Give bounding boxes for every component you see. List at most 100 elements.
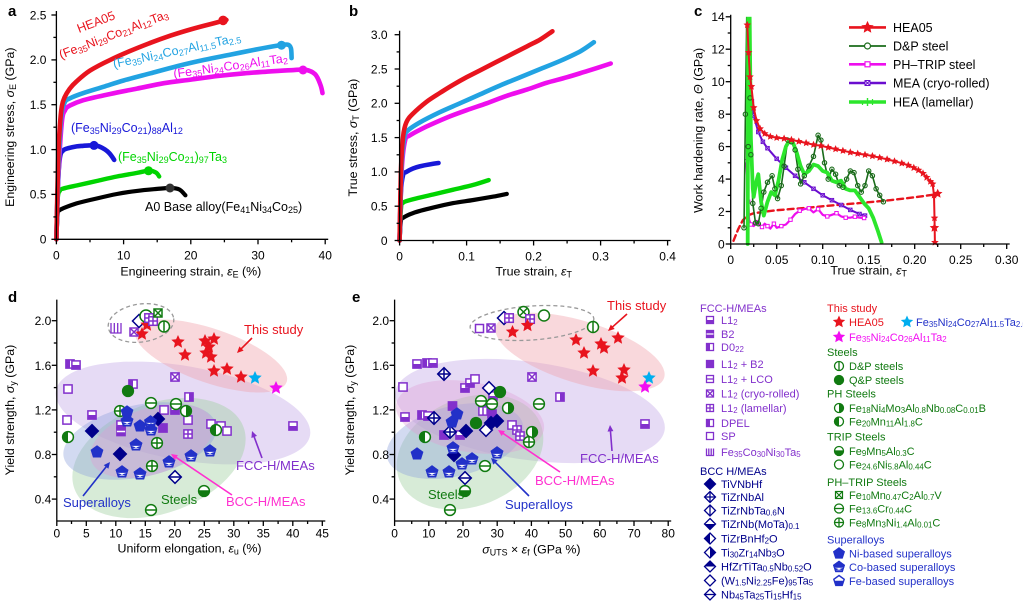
svg-text:0: 0	[53, 248, 60, 262]
svg-text:1.5: 1.5	[371, 131, 388, 145]
svg-text:Engineering strain, εE (%): Engineering strain, εE (%)	[120, 265, 261, 280]
svg-text:20: 20	[456, 527, 470, 541]
svg-text:Fe9Mn5Al0.3C: Fe9Mn5Al0.3C	[849, 446, 915, 458]
svg-text:0.05: 0.05	[765, 253, 789, 267]
svg-text:45: 45	[316, 527, 330, 541]
svg-text:1.2: 1.2	[35, 403, 52, 417]
svg-text:0.5: 0.5	[30, 188, 47, 202]
svg-text:L12 + B2: L12 + B2	[721, 359, 764, 371]
svg-text:Steels: Steels	[827, 347, 858, 359]
svg-text:TRIP Steels: TRIP Steels	[827, 432, 886, 444]
svg-text:FCC-H/MEAs: FCC-H/MEAs	[236, 458, 315, 473]
svg-text:(W1.5Ni2.25Fe)95Ta5: (W1.5Ni2.25Fe)95Ta5	[721, 576, 814, 588]
svg-text:30: 30	[251, 248, 265, 262]
svg-text:40: 40	[319, 248, 333, 262]
svg-text:0: 0	[727, 253, 734, 267]
svg-text:2.5: 2.5	[30, 8, 47, 22]
svg-text:0.2: 0.2	[525, 250, 542, 264]
svg-text:70: 70	[627, 527, 641, 541]
svg-text:BCC-H/MEAs: BCC-H/MEAs	[535, 473, 615, 488]
svg-text:e: e	[352, 289, 360, 306]
svg-text:25: 25	[198, 527, 212, 541]
svg-text:0.4: 0.4	[372, 493, 389, 507]
svg-text:Fe20Mn11Al1.8C: Fe20Mn11Al1.8C	[849, 417, 923, 429]
svg-text:2.5: 2.5	[371, 62, 388, 76]
svg-text:Superalloys: Superalloys	[63, 495, 131, 510]
svg-text:10: 10	[117, 248, 131, 262]
svg-text:60: 60	[593, 527, 607, 541]
svg-text:0: 0	[391, 527, 398, 541]
svg-text:6: 6	[718, 140, 725, 154]
svg-text:1.5: 1.5	[30, 98, 47, 112]
svg-text:35: 35	[257, 527, 271, 541]
svg-text:0.1: 0.1	[458, 250, 475, 264]
svg-text:TiVNbHf: TiVNbHf	[721, 479, 763, 491]
svg-text:0.8: 0.8	[372, 448, 389, 462]
svg-text:σUTS × εf (GPa %): σUTS × εf (GPa %)	[482, 543, 580, 558]
svg-text:TiZrNbTa0.6N: TiZrNbTa0.6N	[721, 506, 785, 518]
svg-text:a: a	[8, 3, 17, 20]
svg-text:L12: L12	[721, 315, 738, 327]
svg-text:Fe10Mn0.47C2Al0.7V: Fe10Mn0.47C2Al0.7V	[849, 490, 942, 502]
svg-text:Fe35Ni24Co26Al11Ta2: Fe35Ni24Co26Al11Ta2	[849, 332, 947, 344]
svg-text:Fe24.6Ni5.8Al0.44C: Fe24.6Ni5.8Al0.44C	[849, 460, 932, 472]
svg-text:TiZrNbAl: TiZrNbAl	[721, 492, 764, 504]
svg-text:0.20: 0.20	[903, 253, 927, 267]
svg-text:1.6: 1.6	[372, 359, 389, 373]
svg-text:(Fe35Ni29Co21)97Ta3: (Fe35Ni29Co21)97Ta3	[118, 150, 227, 165]
svg-text:10: 10	[109, 527, 123, 541]
svg-text:BCC-H/MEAs: BCC-H/MEAs	[226, 494, 306, 509]
svg-text:True strain, εT: True strain, εT	[495, 265, 572, 280]
svg-text:Nb45Ta25Ti15Hf15: Nb45Ta25Ti15Hf15	[721, 590, 802, 602]
svg-text:Uniform elongation, εu (%): Uniform elongation, εu (%)	[118, 542, 262, 557]
svg-text:0.4: 0.4	[659, 250, 676, 264]
svg-text:40: 40	[525, 527, 539, 541]
svg-text:0: 0	[53, 527, 60, 541]
svg-text:0.5: 0.5	[371, 200, 388, 214]
svg-text:TiZrNb(MoTa)0.1: TiZrNb(MoTa)0.1	[721, 519, 799, 531]
svg-text:Work hardening rate, Θ (GPa): Work hardening rate, Θ (GPa)	[692, 48, 706, 213]
svg-text:D&P steels: D&P steels	[849, 361, 904, 373]
svg-text:10: 10	[422, 527, 436, 541]
svg-text:15: 15	[139, 527, 153, 541]
svg-text:Ni-based superalloys: Ni-based superalloys	[849, 549, 952, 561]
svg-text:0.4: 0.4	[35, 493, 52, 507]
svg-text:20: 20	[168, 527, 182, 541]
svg-text:A0 Base alloy(Fe41Ni34Co25): A0 Base alloy(Fe41Ni34Co25)	[145, 200, 302, 215]
svg-text:HEA (lamellar): HEA (lamellar)	[893, 96, 974, 110]
svg-text:3.0: 3.0	[371, 28, 388, 42]
svg-text:Ti30Zr14Nb3O: Ti30Zr14Nb3O	[721, 548, 785, 560]
svg-text:HfZrTiTa0.5Nb0.52O: HfZrTiTa0.5Nb0.52O	[721, 562, 812, 574]
svg-text:2.0: 2.0	[372, 314, 389, 328]
svg-text:50: 50	[559, 527, 573, 541]
svg-text:0.30: 0.30	[995, 253, 1019, 267]
svg-text:1.0: 1.0	[371, 165, 388, 179]
svg-text:TiZrBnHf2O: TiZrBnHf2O	[721, 534, 778, 546]
svg-text:0.25: 0.25	[949, 253, 973, 267]
svg-text:Steels: Steels	[161, 492, 198, 507]
svg-text:Superalloys: Superalloys	[505, 497, 573, 512]
svg-text:4: 4	[718, 172, 725, 186]
svg-text:Fe35Ni24Co27Al11.5Ta2.5: Fe35Ni24Co27Al11.5Ta2.5	[916, 317, 1023, 329]
svg-text:5: 5	[83, 527, 90, 541]
svg-text:Superalloys: Superalloys	[827, 535, 885, 547]
svg-text:8: 8	[718, 107, 725, 121]
svg-text:HEA05: HEA05	[893, 21, 933, 35]
svg-text:20: 20	[184, 248, 198, 262]
svg-text:d: d	[8, 289, 17, 306]
svg-text:0.10: 0.10	[811, 253, 835, 267]
svg-text:L12 + LCO: L12 + LCO	[721, 374, 773, 386]
svg-text:12: 12	[711, 43, 725, 57]
svg-text:B2: B2	[721, 329, 734, 341]
svg-text:0: 0	[718, 237, 725, 251]
svg-text:D022: D022	[721, 342, 744, 354]
svg-text:1.2: 1.2	[372, 403, 389, 417]
svg-text:Fe8Mn3Ni1.4Al0.01C: Fe8Mn3Ni1.4Al0.01C	[849, 518, 940, 530]
svg-text:2.0: 2.0	[30, 53, 47, 67]
svg-text:14: 14	[711, 10, 725, 24]
svg-text:2: 2	[718, 205, 725, 219]
svg-text:1.0: 1.0	[30, 143, 47, 157]
svg-text:PH–TRIP Steels: PH–TRIP Steels	[827, 477, 907, 489]
svg-text:True strain, εT: True strain, εT	[830, 264, 907, 279]
svg-text:L12 (lamellar): L12 (lamellar)	[721, 403, 787, 415]
